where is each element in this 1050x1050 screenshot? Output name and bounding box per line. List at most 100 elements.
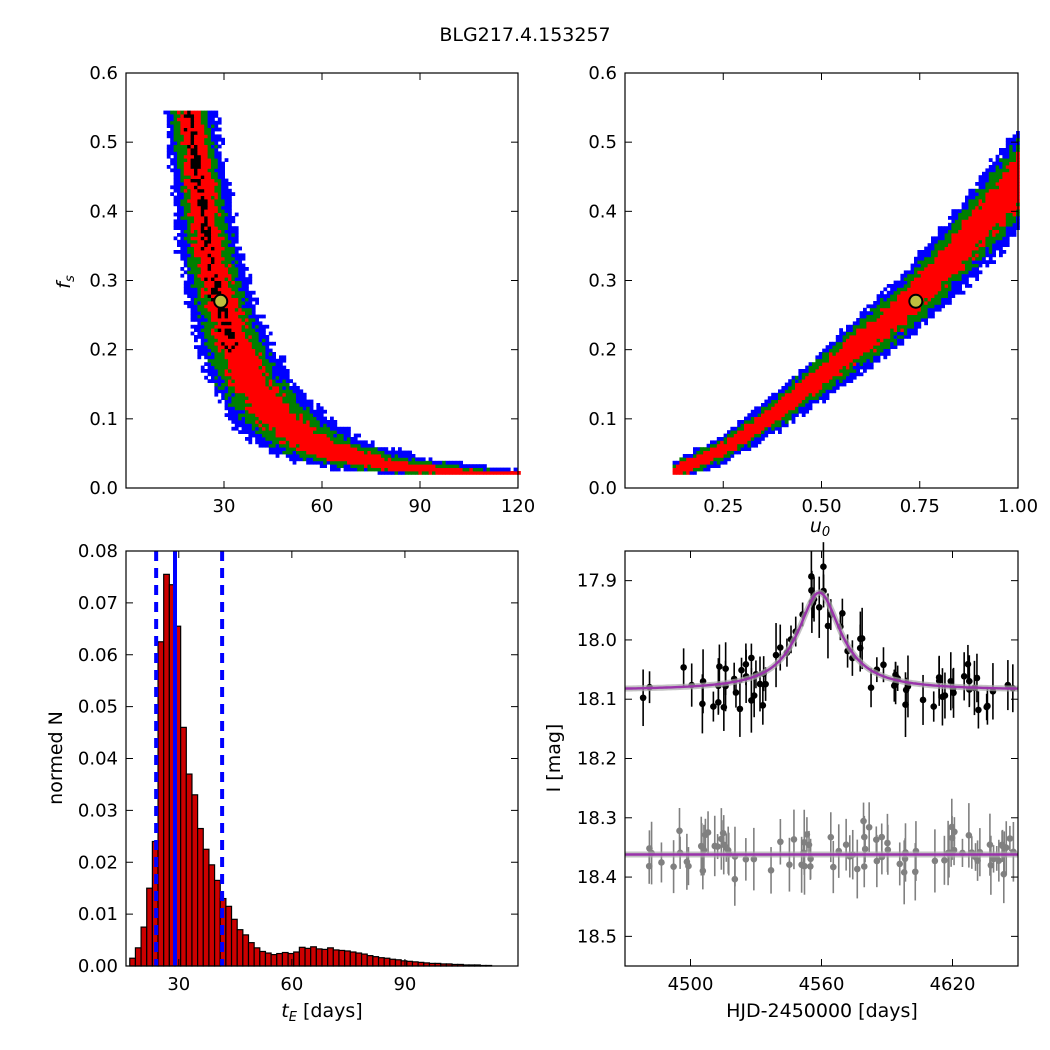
heat-cell bbox=[207, 369, 212, 373]
heat-cell bbox=[166, 144, 171, 149]
heat-cell bbox=[693, 471, 697, 475]
heat-cell bbox=[245, 284, 249, 288]
heat-cell bbox=[187, 171, 191, 176]
heat-cell bbox=[835, 341, 840, 346]
heat-cell bbox=[211, 270, 215, 275]
heat-cell bbox=[245, 430, 249, 434]
heat-cell bbox=[262, 352, 266, 356]
heat-cell bbox=[177, 141, 181, 145]
data-point bbox=[867, 684, 875, 692]
heat-cell bbox=[370, 447, 375, 451]
heat-cell bbox=[920, 290, 925, 295]
heat-cell bbox=[347, 447, 351, 451]
heat-cell bbox=[357, 460, 361, 465]
heat-cell bbox=[330, 443, 334, 448]
heat-cell bbox=[1005, 222, 1010, 227]
heat-cell bbox=[808, 372, 813, 377]
heat-cell bbox=[982, 185, 986, 190]
heat-cell bbox=[248, 406, 253, 411]
heat-cell bbox=[716, 440, 721, 445]
heat-cell bbox=[248, 280, 253, 285]
heat-cell bbox=[211, 321, 215, 326]
heat-cell bbox=[245, 294, 249, 298]
heat-cell bbox=[183, 270, 188, 275]
heat-cell bbox=[296, 447, 300, 451]
heat-cell bbox=[224, 328, 229, 332]
heat-cell bbox=[238, 399, 242, 404]
heat-cell bbox=[343, 457, 348, 462]
heat-cell bbox=[211, 250, 215, 254]
heat-cell bbox=[360, 467, 365, 472]
heat-cell bbox=[313, 416, 317, 421]
heat-cell bbox=[285, 413, 290, 417]
heat-cell bbox=[241, 386, 246, 390]
heat-cell bbox=[774, 413, 779, 417]
heat-cell bbox=[190, 185, 195, 190]
heat-cell bbox=[177, 250, 181, 254]
heat-cell bbox=[999, 148, 1003, 152]
heat-cell bbox=[791, 409, 796, 414]
heat-cell bbox=[415, 464, 419, 468]
heat-cell bbox=[285, 426, 290, 431]
heat-cell bbox=[999, 226, 1003, 230]
heat-cell bbox=[279, 365, 283, 370]
heat-cell bbox=[207, 114, 212, 118]
heat-cell bbox=[387, 467, 392, 472]
heat-cell bbox=[723, 433, 728, 438]
heat-cell bbox=[238, 304, 242, 309]
heat-cell bbox=[903, 311, 908, 315]
heat-cell bbox=[931, 246, 935, 251]
heat-cell bbox=[988, 192, 993, 196]
heat-cell bbox=[801, 396, 806, 400]
heat-cell bbox=[720, 454, 724, 458]
heat-cell bbox=[869, 304, 874, 309]
heat-cell bbox=[503, 467, 508, 472]
heat-cell bbox=[265, 433, 270, 438]
heat-cell bbox=[197, 318, 202, 322]
heat-cell bbox=[995, 229, 1000, 234]
heat-cell bbox=[975, 209, 979, 213]
heat-cell bbox=[961, 260, 966, 264]
heat-cell bbox=[982, 229, 986, 234]
heat-cell bbox=[200, 141, 205, 145]
heat-cell bbox=[968, 205, 973, 210]
heat-cell bbox=[245, 314, 249, 319]
heat-cell bbox=[234, 277, 239, 281]
heat-cell bbox=[968, 236, 973, 241]
heat-cell bbox=[248, 335, 253, 339]
heat-cell bbox=[204, 311, 208, 315]
heat-cell bbox=[177, 178, 181, 183]
heat-cell bbox=[292, 420, 297, 424]
heat-cell bbox=[774, 409, 779, 414]
heat-cell bbox=[234, 284, 239, 288]
heat-cell bbox=[737, 423, 741, 428]
heat-cell bbox=[944, 277, 949, 281]
heat-cell bbox=[907, 335, 911, 339]
heat-cell bbox=[231, 358, 236, 363]
heat-cell bbox=[234, 301, 239, 305]
heat-cell bbox=[965, 236, 969, 241]
heat-cell bbox=[194, 314, 198, 319]
heat-cell bbox=[221, 165, 225, 169]
heat-cell bbox=[330, 467, 334, 472]
heat-cell bbox=[197, 161, 202, 166]
heat-cell bbox=[374, 460, 378, 465]
heat-cell bbox=[187, 212, 191, 217]
heat-cell bbox=[258, 382, 263, 387]
heat-cell bbox=[296, 406, 300, 411]
heat-cell bbox=[248, 403, 253, 407]
heat-cell bbox=[211, 304, 215, 309]
heat-cell bbox=[197, 284, 202, 288]
heat-cell bbox=[224, 273, 229, 278]
heat-cell bbox=[1009, 151, 1013, 156]
heat-cell bbox=[299, 454, 304, 458]
heat-cell bbox=[258, 423, 263, 428]
heat-cell bbox=[873, 328, 877, 332]
heat-cell bbox=[805, 382, 809, 387]
heat-cell bbox=[187, 144, 191, 149]
heat-cell bbox=[961, 246, 966, 251]
heat-cell bbox=[296, 392, 300, 397]
heat-cell bbox=[234, 355, 239, 360]
heat-cell bbox=[190, 236, 195, 241]
heat-cell bbox=[781, 423, 786, 428]
